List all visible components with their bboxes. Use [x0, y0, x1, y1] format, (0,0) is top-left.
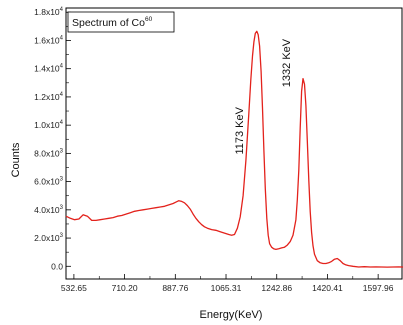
annotations: 1173 KeV 1332 KeV [234, 38, 293, 154]
x-axis-label: Energy(KeV) [200, 309, 263, 321]
legend-box: Spectrum of Co60 [67, 11, 175, 33]
x-tick-label: 1242.86 [261, 283, 292, 293]
legend-frame [67, 11, 175, 33]
peak-label: 1332 KeV [281, 38, 293, 87]
peak-label: 1173 KeV [234, 106, 246, 154]
x-tick-label: 1065.31 [211, 283, 242, 293]
chart-title: Spectrum of Co60 [72, 16, 153, 29]
y-axis-label: Counts [10, 142, 22, 177]
x-tick-label: 1420.41 [312, 283, 343, 293]
x-tick-label: 710.20 [112, 283, 138, 293]
y-tick-label: 2.0x103 [34, 233, 64, 243]
series-layer [65, 30, 403, 268]
y-tick-label: 1.2x104 [34, 92, 64, 102]
axis-ticks [66, 11, 379, 279]
y-tick-label: 0.0 [51, 261, 63, 271]
y-tick-label: 1.8x104 [34, 7, 64, 17]
y-tick-label: 1.6x104 [34, 35, 64, 45]
y-tick-label: 1.0x104 [34, 120, 64, 130]
x-tick-label: 532.65 [61, 283, 87, 293]
chart-title-superscript: 60 [145, 16, 153, 23]
y-tick-label: 1.4x104 [34, 64, 64, 74]
x-tick-label: 1597.96 [363, 283, 394, 293]
y-tick-label: 4.0x103 [34, 205, 64, 215]
y-tick-label: 8.0x103 [34, 148, 64, 158]
series-line [65, 30, 403, 268]
x-tick-label: 887.76 [162, 283, 188, 293]
plot-frame [65, 7, 403, 280]
plot-area [65, 7, 403, 280]
chart-title-text: Spectrum of Co [72, 17, 145, 29]
y-tick-label: 6.0x103 [34, 177, 64, 187]
tick-labels: 0.0 2.0x103 4.0x103 6.0x103 8.0x103 1.0x104 1.… [34, 7, 394, 293]
